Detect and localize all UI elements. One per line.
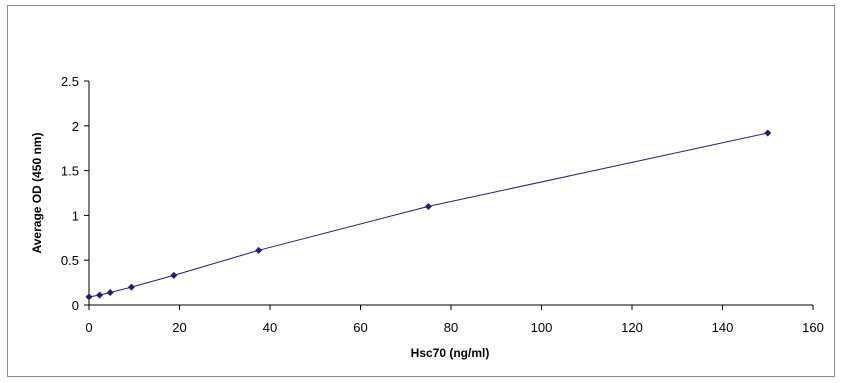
x-tick-label: 100 [531, 320, 553, 335]
data-point [106, 288, 114, 296]
x-tick-label: 20 [172, 320, 186, 335]
data-point [255, 246, 263, 254]
y-axis-title: Average OD (450 nm) [30, 133, 44, 254]
series-line-group [88, 132, 768, 298]
y-tick-label: 2 [72, 119, 79, 134]
y-tick-label: 1.5 [61, 164, 79, 179]
data-point [85, 293, 93, 301]
chart-frame [7, 5, 835, 377]
x-tick-label: 0 [85, 320, 92, 335]
y-tick-label: 2.5 [61, 74, 79, 89]
data-point [127, 283, 135, 291]
y-tick-label: 0.5 [61, 253, 79, 268]
y-tick-label: 0 [72, 298, 79, 313]
y-ticks: 0 0.5 1 1.5 2 2.5 [61, 74, 89, 313]
y-tick-label: 1 [72, 208, 79, 223]
series-line [88, 132, 768, 298]
axes [88, 81, 813, 306]
x-tick-label: 140 [712, 320, 734, 335]
x-tick-label: 160 [802, 320, 824, 335]
data-point [424, 202, 432, 210]
x-tick-label: 120 [621, 320, 643, 335]
x-ticks: 0 20 40 60 80 100 120 140 160 [85, 305, 824, 335]
x-tick-label: 60 [353, 320, 367, 335]
data-point [96, 291, 104, 299]
x-tick-label: 80 [444, 320, 458, 335]
x-tick-label: 40 [263, 320, 277, 335]
data-points [85, 129, 772, 301]
data-point [764, 129, 772, 137]
x-axis-title: Hsc70 (ng/ml) [411, 346, 490, 360]
data-point [170, 271, 178, 279]
